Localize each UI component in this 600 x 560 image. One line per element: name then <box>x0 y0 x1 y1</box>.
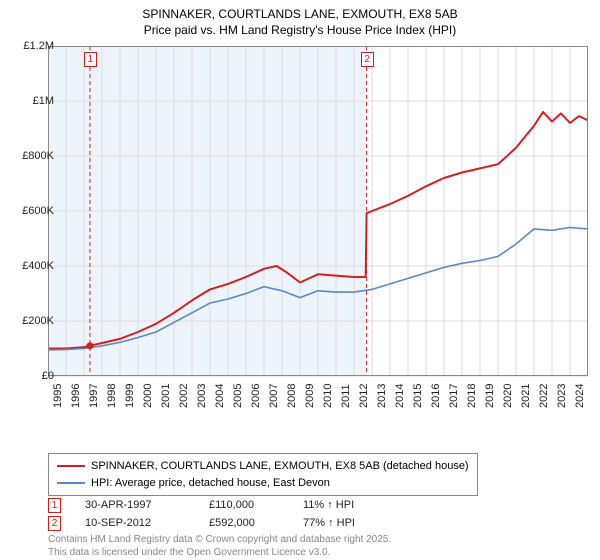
x-tick-label: 2002 <box>178 384 190 408</box>
x-tick-label: 2022 <box>538 384 550 408</box>
x-tick-label: 1999 <box>124 384 136 408</box>
footer-line-1: Contains HM Land Registry data © Crown c… <box>48 534 391 547</box>
y-tick-label: £400K <box>22 260 54 272</box>
event-pct: 77% ↑ HPI <box>303 517 383 529</box>
x-tick-label: 2024 <box>574 384 586 408</box>
x-tick-label: 2019 <box>484 384 496 408</box>
x-tick-label: 1998 <box>106 384 118 408</box>
x-tick-label: 2021 <box>520 384 532 408</box>
x-tick-label: 2009 <box>304 384 316 408</box>
legend-item: HPI: Average price, detached house, East… <box>57 475 469 492</box>
x-tick-label: 2014 <box>394 384 406 408</box>
x-tick-label: 2000 <box>142 384 154 408</box>
event-date: 10-SEP-2012 <box>85 517 185 529</box>
y-tick-label: £600K <box>22 205 54 217</box>
x-tick-label: 2012 <box>358 384 370 408</box>
chart-title: SPINNAKER, COURTLANDS LANE, EXMOUTH, EX8… <box>0 0 600 40</box>
x-tick-label: 2010 <box>322 384 334 408</box>
chart-plot-area <box>48 46 588 416</box>
legend-swatch <box>57 482 85 484</box>
x-tick-label: 2004 <box>214 384 226 408</box>
event-price: £110,000 <box>209 499 279 511</box>
x-tick-label: 2008 <box>286 384 298 408</box>
x-tick-label: 1997 <box>88 384 100 408</box>
event-row-marker: 2 <box>48 516 61 531</box>
x-tick-label: 1995 <box>52 384 64 408</box>
event-price: £592,000 <box>209 517 279 529</box>
event-row-marker: 1 <box>48 498 61 513</box>
y-tick-label: £1M <box>33 95 54 107</box>
x-tick-label: 2003 <box>196 384 208 408</box>
events-table: 1 30-APR-1997 £110,000 11% ↑ HPI 2 10-SEP-201… <box>48 496 383 532</box>
x-tick-label: 2020 <box>502 384 514 408</box>
legend: SPINNAKER, COURTLANDS LANE, EXMOUTH, EX8… <box>48 453 478 496</box>
x-tick-label: 2007 <box>268 384 280 408</box>
y-tick-label: £0 <box>42 370 54 382</box>
footer-attribution: Contains HM Land Registry data © Crown c… <box>48 534 391 559</box>
event-marker-2: 2 <box>361 52 374 67</box>
footer-line-2: This data is licensed under the Open Gov… <box>48 547 391 560</box>
y-tick-label: £200K <box>22 315 54 327</box>
title-line-1: SPINNAKER, COURTLANDS LANE, EXMOUTH, EX8… <box>0 6 600 22</box>
event-row: 1 30-APR-1997 £110,000 11% ↑ HPI <box>48 496 383 514</box>
event-date: 30-APR-1997 <box>85 499 185 511</box>
x-tick-label: 2023 <box>556 384 568 408</box>
legend-swatch <box>57 465 85 467</box>
x-tick-label: 2018 <box>466 384 478 408</box>
x-tick-label: 2001 <box>160 384 172 408</box>
title-line-2: Price paid vs. HM Land Registry's House … <box>0 22 600 38</box>
chart-svg <box>48 46 588 416</box>
event-row: 2 10-SEP-2012 £592,000 77% ↑ HPI <box>48 514 383 532</box>
x-tick-label: 2005 <box>232 384 244 408</box>
x-tick-label: 2015 <box>412 384 424 408</box>
y-tick-label: £800K <box>22 150 54 162</box>
x-tick-label: 2017 <box>448 384 460 408</box>
chart-container: { "title_line1": "SPINNAKER, COURTLANDS … <box>0 0 600 560</box>
event-pct: 11% ↑ HPI <box>303 499 383 511</box>
legend-label: HPI: Average price, detached house, East… <box>91 475 330 492</box>
x-tick-label: 1996 <box>70 384 82 408</box>
x-tick-label: 2011 <box>340 384 352 408</box>
legend-label: SPINNAKER, COURTLANDS LANE, EXMOUTH, EX8… <box>91 458 469 475</box>
legend-item: SPINNAKER, COURTLANDS LANE, EXMOUTH, EX8… <box>57 458 469 475</box>
x-tick-label: 2013 <box>376 384 388 408</box>
x-tick-label: 2016 <box>430 384 442 408</box>
y-tick-label: £1.2M <box>23 40 54 52</box>
event-marker-1: 1 <box>84 52 97 67</box>
x-tick-label: 2006 <box>250 384 262 408</box>
